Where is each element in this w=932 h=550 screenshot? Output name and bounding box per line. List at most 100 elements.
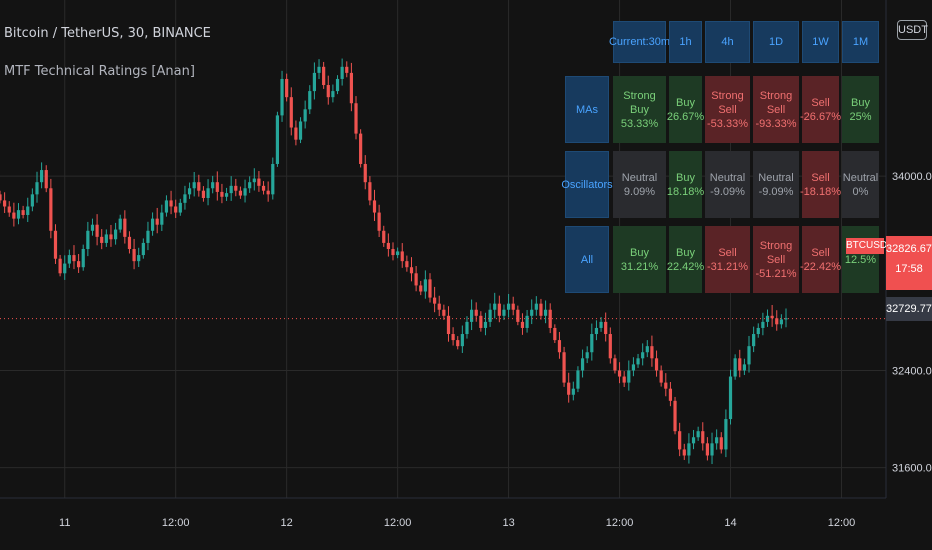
candle-body [0, 194, 2, 201]
candle-body [539, 303, 543, 316]
rating-cell: 12.5% [842, 226, 879, 293]
candle-body [770, 315, 774, 319]
candle-body [576, 370, 580, 389]
candle-body [308, 91, 312, 110]
candle-body [682, 449, 686, 456]
candle-body [141, 242, 145, 256]
col-header-label: 1h [679, 36, 692, 48]
candle-body [26, 206, 30, 215]
candle-body [174, 206, 178, 213]
candle-body [382, 230, 386, 243]
candle-body [252, 178, 256, 183]
rating-percent: -51.21% [755, 267, 797, 280]
candle-body [248, 182, 252, 189]
candle-body [285, 78, 289, 98]
candle-body [192, 182, 196, 189]
candle-body [664, 382, 668, 389]
candle-body [585, 352, 589, 359]
candle-body [470, 309, 474, 322]
rating-percent: 0% [852, 185, 869, 198]
candle-body [331, 91, 335, 98]
table-row-header: MAs [565, 76, 609, 143]
candle-body [289, 97, 293, 128]
candle-body [368, 182, 372, 201]
candle-body [433, 297, 437, 304]
time-tick-label: 12:00 [606, 517, 634, 529]
candle-body [127, 236, 132, 249]
row-header-label: Oscillators [561, 178, 613, 191]
candle-body [178, 202, 182, 213]
last-price-value: 32826.67 [886, 243, 932, 255]
rating-cell: Neutral -9.09% [753, 151, 799, 218]
candle-body [243, 188, 247, 196]
candle-body [113, 229, 118, 240]
candle-body [442, 309, 446, 316]
rating-cell: Sell -26.67% [800, 76, 841, 143]
candle-body [594, 327, 599, 335]
candle-body [428, 279, 432, 298]
rating-cell: Strong Sell -93.33% [753, 76, 799, 143]
candle-body [104, 234, 108, 243]
rating-signal: Neutral [758, 171, 794, 184]
rating-percent: 18.18% [666, 185, 705, 198]
candle-body [752, 334, 756, 347]
rating-percent: 53.33% [620, 117, 659, 130]
indicator-title[interactable]: MTF Technical Ratings [Anan] [4, 64, 195, 79]
candle-body [654, 358, 659, 371]
candle-body [516, 309, 520, 322]
candle-body [775, 318, 779, 325]
table-col-header: 4h [705, 21, 750, 63]
candle-body [414, 273, 418, 286]
candle-body [12, 212, 16, 219]
candle-body [599, 321, 603, 328]
candle-body [303, 109, 307, 122]
candle-body [294, 127, 298, 140]
rating-percent: 9.09% [623, 185, 656, 198]
rating-signal: Buy [851, 96, 870, 109]
candle-body [446, 315, 451, 335]
rating-signal: Sell [811, 171, 830, 184]
candle-body [636, 358, 640, 365]
candle-body [63, 263, 67, 274]
candle-body [567, 382, 571, 395]
symbol-title[interactable]: Bitcoin / TetherUS, 30, BINANCE [4, 26, 211, 41]
candle-body [322, 66, 326, 86]
rating-signal: Buy [676, 96, 695, 109]
candle-body [622, 376, 626, 383]
candle-body [534, 303, 538, 310]
price-tick-label: 32400.00 [892, 365, 932, 377]
candle-body [520, 321, 525, 328]
rating-percent: -9.09% [758, 185, 794, 198]
time-tick-label: 12:00 [384, 517, 412, 529]
candle-body [483, 321, 488, 328]
rating-cell: Strong Buy 53.33% [613, 76, 666, 143]
rating-signal: Buy [676, 246, 695, 259]
candle-body [187, 188, 192, 195]
rating-cell: Neutral 0% [842, 151, 879, 218]
candle-body [21, 210, 25, 215]
candle-body [275, 115, 280, 164]
bar-countdown: 17:58 [895, 263, 923, 275]
table-col-header: 1W [802, 21, 839, 63]
rating-cell: Buy 26.67% [667, 76, 704, 143]
candle-body [335, 78, 340, 92]
candle-body [359, 133, 363, 164]
rating-signal: Strong Buy [623, 89, 656, 116]
candlestick-series [0, 58, 788, 465]
currency-button[interactable]: USDT [897, 20, 928, 40]
candle-body [298, 121, 303, 140]
candle-body [479, 315, 483, 328]
candle-body [724, 419, 728, 450]
candle-body [266, 190, 270, 195]
candle-body [257, 178, 261, 186]
candle-body [363, 163, 367, 183]
candle-body [349, 72, 353, 104]
rating-signal: Neutral [709, 171, 746, 184]
rating-cell: Strong Sell -51.21% [753, 226, 799, 293]
candle-body [49, 188, 53, 231]
rating-cell: Sell -18.18% [800, 151, 841, 218]
price-axis[interactable]: 34000.00 32400.00 31600.00 [892, 171, 932, 475]
candle-body [183, 194, 187, 203]
